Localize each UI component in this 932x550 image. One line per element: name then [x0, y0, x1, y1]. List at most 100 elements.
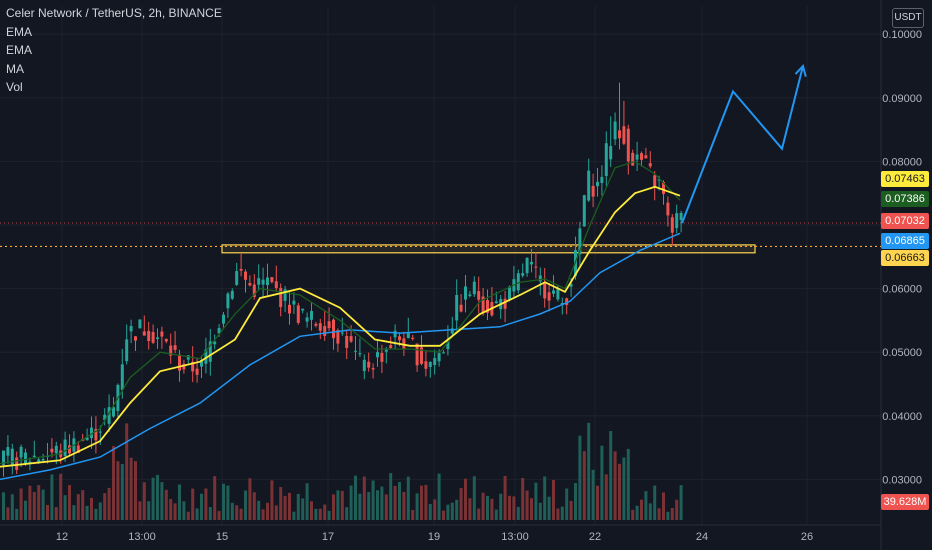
- volume-bar: [68, 485, 71, 520]
- volume-bar: [494, 509, 498, 520]
- volume-bar: [252, 492, 256, 520]
- candle-body: [450, 328, 454, 334]
- volume-bar: [120, 464, 124, 520]
- volume-bar: [41, 489, 45, 520]
- candle-body: [305, 317, 309, 322]
- volume-bar: [6, 507, 10, 520]
- ma-line: [0, 232, 681, 481]
- volume-bar: [85, 505, 89, 520]
- volume-bar: [574, 483, 577, 520]
- indicator-ema-fast[interactable]: EMA: [6, 24, 33, 39]
- indicator-ma[interactable]: MA: [6, 61, 24, 76]
- volume-bar: [314, 508, 318, 520]
- candle-body: [173, 345, 177, 350]
- volume-bar: [464, 478, 467, 520]
- candle-body: [208, 341, 212, 362]
- volume-bar: [195, 508, 199, 520]
- candle-body: [15, 457, 19, 470]
- candle-body: [604, 143, 608, 177]
- candle-body: [195, 368, 199, 375]
- candle-body: [503, 298, 507, 309]
- candle-body: [398, 336, 401, 341]
- volume-bar: [516, 506, 520, 520]
- volume-bar: [613, 451, 617, 520]
- candle-body: [98, 431, 102, 433]
- volume-bar: [230, 502, 234, 520]
- indicator-volume[interactable]: Vol: [6, 80, 23, 94]
- chart-title[interactable]: Celer Network / TetherUS, 2h, BINANCE: [6, 6, 222, 20]
- candle-body: [442, 352, 445, 354]
- volume-bar: [28, 485, 32, 520]
- candle-body: [635, 154, 639, 160]
- volume-bar: [50, 474, 54, 520]
- candle-body: [120, 364, 124, 390]
- volume-bar: [486, 495, 489, 520]
- volume-bar: [402, 491, 406, 520]
- price-label-volume: 39.628M: [881, 494, 929, 510]
- volume-bar: [552, 479, 555, 520]
- volume-bar: [305, 483, 309, 520]
- volume-bar: [274, 505, 278, 520]
- candle-body: [37, 459, 41, 462]
- candle-body: [327, 321, 331, 329]
- candle-body: [147, 330, 151, 341]
- candle-body: [468, 294, 472, 296]
- volume-bar: [626, 448, 630, 520]
- x-tick-label: 17: [322, 531, 334, 543]
- indicator-ema-slow[interactable]: EMA: [6, 43, 33, 57]
- y-tick-label: 0.06000: [882, 284, 922, 296]
- candle-body: [318, 323, 322, 331]
- candle-body: [543, 282, 547, 299]
- volume-bar: [437, 473, 441, 520]
- candle-body: [239, 269, 243, 271]
- volume-bar: [283, 495, 287, 520]
- candle-body: [340, 332, 344, 334]
- volume-bar: [257, 500, 261, 520]
- volume-bar: [147, 501, 151, 520]
- volume-bar: [10, 494, 14, 520]
- volume-bar: [600, 445, 604, 520]
- ema-fast-line: [0, 185, 681, 468]
- volume-bar: [125, 423, 129, 520]
- volume-bar: [362, 476, 366, 520]
- volume-bar: [556, 508, 560, 520]
- candle-body: [569, 284, 573, 287]
- volume-bar: [587, 422, 591, 520]
- ema-slow-line: [0, 160, 681, 465]
- candle-body: [609, 146, 613, 160]
- candle-body: [587, 170, 591, 201]
- volume-bar: [32, 492, 36, 520]
- volume-bar: [538, 502, 542, 520]
- candle-body: [433, 358, 437, 365]
- volume-bar: [239, 508, 243, 520]
- volume-bar: [534, 482, 538, 520]
- candle-body: [257, 278, 261, 285]
- candle-body: [525, 257, 529, 274]
- candle-body: [134, 336, 137, 341]
- candle-body: [349, 336, 353, 342]
- volume-bar: [415, 493, 419, 520]
- volume-bar: [72, 505, 76, 520]
- volume-bar: [442, 510, 445, 520]
- volume-bar: [666, 511, 670, 520]
- candle-body: [371, 368, 375, 370]
- volume-bar: [46, 504, 49, 520]
- volume-bar: [200, 493, 203, 520]
- y-tick-label: 0.10000: [882, 29, 922, 41]
- candle-body: [151, 331, 155, 343]
- candle-body: [279, 287, 283, 308]
- volume-bar: [384, 494, 388, 520]
- volume-bar: [560, 506, 564, 520]
- candle-body: [464, 286, 467, 300]
- volume-bar: [354, 475, 357, 520]
- quote-unit-button[interactable]: USDT: [892, 8, 924, 28]
- volume-bar: [98, 502, 102, 520]
- volume-bar: [481, 492, 485, 520]
- volume-bar: [450, 502, 454, 520]
- chart-legend: Celer Network / TetherUS, 2h, BINANCE EM…: [6, 4, 222, 97]
- candle-body: [2, 450, 5, 465]
- volume-bar: [90, 497, 93, 520]
- volume-bar: [631, 509, 635, 520]
